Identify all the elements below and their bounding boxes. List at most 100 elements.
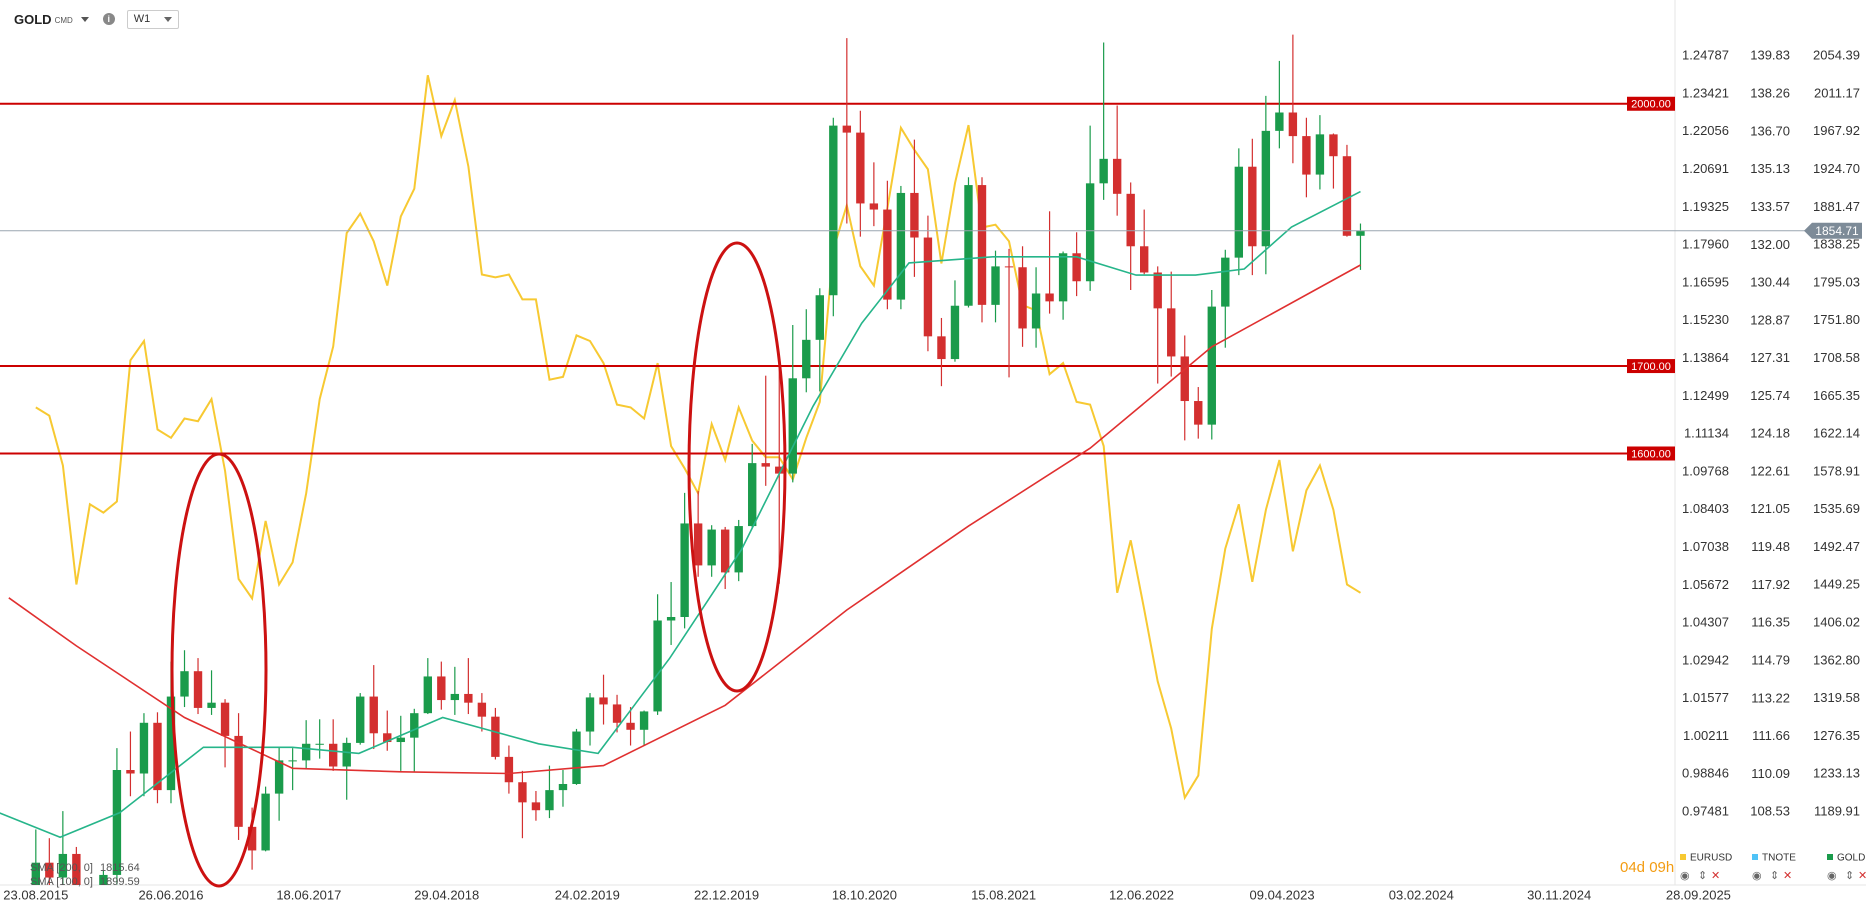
y-tick-label: 1967.92 bbox=[1813, 123, 1860, 138]
y-tick-label: 124.18 bbox=[1750, 426, 1790, 441]
market: CMD bbox=[54, 16, 73, 25]
x-tick-label: 15.08.2021 bbox=[971, 887, 1036, 902]
y-tick-label: 139.83 bbox=[1750, 48, 1790, 63]
candle-body bbox=[193, 671, 203, 708]
y-tick-label: 117.92 bbox=[1751, 577, 1790, 592]
y-tick-label: 1.17960 bbox=[1682, 237, 1729, 252]
legend-eye[interactable]: ◉ bbox=[1752, 870, 1762, 882]
x-tick-label: 28.09.2025 bbox=[1666, 887, 1731, 902]
legend-remove[interactable]: ✕ bbox=[1711, 870, 1720, 882]
legend-eye[interactable]: ◉ bbox=[1827, 870, 1837, 882]
y-tick-label: 1795.03 bbox=[1813, 274, 1860, 289]
legend-move[interactable]: ⇕ bbox=[1698, 870, 1707, 882]
y-tick-label: 1924.70 bbox=[1813, 161, 1860, 176]
candle-body bbox=[950, 305, 960, 360]
info-icon[interactable]: i bbox=[102, 13, 115, 25]
candle-body bbox=[1031, 293, 1041, 329]
current-price-label: 1854.71 bbox=[1815, 224, 1859, 238]
candle-body bbox=[910, 192, 919, 238]
x-tick-label: 12.06.2022 bbox=[1109, 887, 1174, 902]
legend-label[interactable]: TNOTE bbox=[1762, 853, 1796, 864]
candle-body bbox=[545, 790, 554, 811]
candle-body bbox=[207, 702, 216, 708]
y-tick-label: 2054.39 bbox=[1813, 48, 1860, 63]
candle-body bbox=[410, 713, 419, 738]
x-tick-label: 18.10.2020 bbox=[832, 887, 897, 902]
candle-body bbox=[612, 704, 622, 723]
candle-body bbox=[180, 671, 189, 697]
y-tick-label: 127.31 bbox=[1750, 350, 1790, 365]
candle-body bbox=[1248, 166, 1257, 247]
candle-body bbox=[491, 716, 500, 757]
legend-move[interactable]: ⇕ bbox=[1845, 870, 1854, 882]
level-label-box bbox=[1627, 359, 1675, 374]
candle-body bbox=[139, 722, 149, 774]
level-label: 2000.00 bbox=[1631, 99, 1671, 111]
candle-body bbox=[802, 339, 811, 379]
candle-body bbox=[964, 185, 973, 306]
y-tick-label: 1578.91 bbox=[1813, 463, 1860, 478]
legend-swatch bbox=[1752, 854, 1758, 860]
y-tick-label: 1838.25 bbox=[1813, 237, 1860, 252]
candle-body bbox=[423, 676, 432, 714]
y-tick-label: 130.44 bbox=[1750, 274, 1790, 289]
candle-body bbox=[383, 733, 392, 743]
candle-body bbox=[1180, 356, 1189, 402]
y-tick-label: 1.23421 bbox=[1682, 85, 1729, 100]
y-tick-label: 138.26 bbox=[1750, 86, 1790, 101]
y-tick-label: 122.61 bbox=[1750, 464, 1790, 479]
level-label-box bbox=[1627, 96, 1675, 111]
y-tick-label: 1708.58 bbox=[1813, 350, 1860, 365]
y-tick-label: 133.57 bbox=[1750, 199, 1790, 214]
candle-body bbox=[396, 737, 405, 743]
interval-select[interactable]: W1 bbox=[126, 9, 180, 29]
y-tick-label: 114.79 bbox=[1751, 652, 1790, 667]
candle-body bbox=[477, 702, 487, 717]
candle-body bbox=[58, 853, 68, 878]
candle-body bbox=[274, 760, 284, 794]
y-tick-label: 0.98846 bbox=[1682, 766, 1729, 781]
candle-body bbox=[1126, 193, 1135, 247]
toolbar: GOLD CMD i W1 bbox=[14, 8, 180, 30]
symbol[interactable]: GOLD bbox=[14, 11, 52, 27]
symbol-dropdown[interactable] bbox=[80, 16, 89, 22]
candle-body bbox=[1045, 293, 1054, 302]
legend-label[interactable]: GOLD bbox=[1837, 853, 1865, 864]
legend-remove[interactable]: ✕ bbox=[1858, 870, 1866, 882]
legend-eye[interactable]: ◉ bbox=[1680, 870, 1690, 882]
sma-legend-name: SMA [100, 0] bbox=[30, 876, 93, 888]
y-tick-label: 1.09768 bbox=[1682, 463, 1729, 478]
sma-legend-value: 1899.59 bbox=[100, 876, 140, 888]
level-label: 1700.00 bbox=[1631, 361, 1671, 373]
candle-body bbox=[842, 125, 852, 133]
annotation-ellipse bbox=[170, 452, 268, 888]
legend-remove[interactable]: ✕ bbox=[1783, 870, 1792, 882]
legend-move[interactable]: ⇕ bbox=[1770, 870, 1779, 882]
candle-body bbox=[869, 203, 879, 210]
annotation-ellipse bbox=[687, 241, 787, 693]
candle-body bbox=[1085, 183, 1095, 282]
candle-body bbox=[531, 802, 541, 811]
legend-label[interactable]: EURUSD bbox=[1690, 853, 1732, 864]
y-tick-label: 1.05672 bbox=[1682, 577, 1729, 592]
y-tick-label: 1881.47 bbox=[1813, 199, 1860, 214]
y-tick-label: 1.20691 bbox=[1682, 161, 1729, 176]
candle-body bbox=[1140, 246, 1149, 273]
y-tick-label: 111.66 bbox=[1752, 728, 1790, 743]
candle-body bbox=[1018, 267, 1027, 329]
candle-body bbox=[112, 770, 122, 875]
candle-body bbox=[693, 523, 703, 566]
candle-body bbox=[599, 697, 608, 705]
x-tick-label: 18.06.2017 bbox=[276, 887, 341, 902]
y-tick-label: 1535.69 bbox=[1813, 501, 1860, 516]
candle-body bbox=[1004, 266, 1014, 268]
candle-body bbox=[356, 696, 365, 743]
candle-body bbox=[1275, 112, 1284, 131]
y-tick-label: 1.02942 bbox=[1682, 652, 1729, 667]
candle-body bbox=[1072, 253, 1081, 282]
y-tick-label: 1.22056 bbox=[1682, 123, 1729, 138]
x-tick-label: 30.11.2024 bbox=[1527, 887, 1591, 902]
candle-body bbox=[1288, 112, 1298, 137]
candle-body bbox=[166, 696, 176, 791]
